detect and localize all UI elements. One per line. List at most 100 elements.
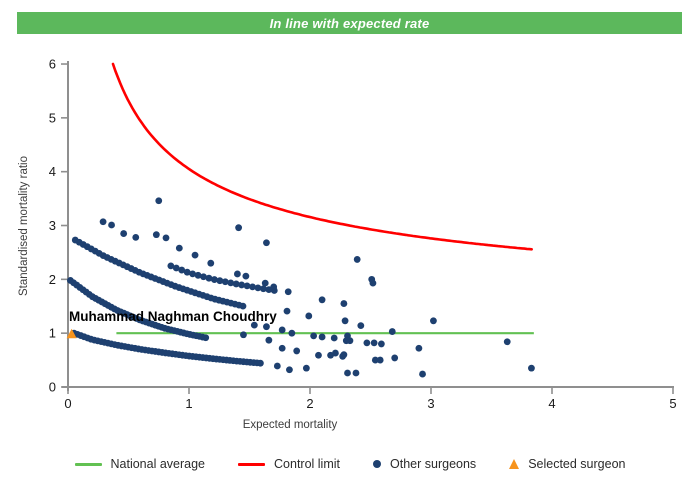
- other-surgeon-point: [284, 288, 292, 296]
- other-surgeon-point: [167, 262, 175, 270]
- other-surgeon-point: [211, 276, 218, 283]
- other-surgeon-point: [256, 359, 264, 367]
- other-surgeon-point: [293, 347, 301, 355]
- other-surgeon-point: [344, 369, 351, 377]
- legend: National average Control limit Other sur…: [0, 457, 700, 471]
- other-surgeon-point: [265, 336, 273, 344]
- control-limit-curve: [111, 62, 533, 251]
- other-surgeon-point: [415, 344, 423, 352]
- other-surgeon-point: [273, 362, 281, 370]
- other-surgeon-point: [260, 285, 267, 293]
- other-surgeon-point: [221, 278, 229, 286]
- other-surgeon-point: [120, 230, 128, 237]
- other-surgeon-point: [194, 271, 202, 279]
- x-tick-label: 4: [548, 396, 555, 411]
- legend-item-selected-surgeon: Selected surgeon: [509, 457, 625, 471]
- other-surgeon-point: [250, 321, 258, 329]
- y-tick-label: 5: [49, 110, 56, 125]
- other-surgeon-point: [261, 279, 269, 287]
- other-surgeon-point: [162, 234, 170, 242]
- other-surgeon-point: [263, 323, 270, 331]
- other-surgeon-point: [240, 331, 247, 339]
- other-surgeon-point: [278, 344, 286, 352]
- other-surgeon-point: [310, 332, 318, 340]
- other-surgeon-point: [288, 329, 296, 337]
- other-surgeon-point: [353, 256, 361, 263]
- other-surgeon-point: [370, 339, 378, 347]
- legend-label: Selected surgeon: [528, 457, 626, 471]
- other-surgeon-point: [346, 337, 354, 345]
- other-surgeon-point: [341, 317, 349, 325]
- other-surgeon-point: [377, 340, 385, 348]
- legend-label: Control limit: [274, 457, 341, 471]
- other-surgeon-point: [357, 322, 365, 330]
- other-surgeon-point: [369, 279, 377, 287]
- other-surgeon-point: [234, 270, 241, 278]
- national-average-line-swatch: [74, 462, 102, 466]
- legend-item-national-average: National average: [74, 457, 206, 471]
- other-surgeon-point: [340, 351, 348, 359]
- y-tick-label: 3: [49, 218, 56, 233]
- control-limit-line-swatch: [238, 462, 266, 466]
- selected-surgeon-label: Muhammad Naghman Choudhry: [69, 309, 277, 324]
- other-surgeon-point: [305, 312, 313, 320]
- legend-item-other-surgeons: Other surgeons: [373, 457, 476, 471]
- other-surgeon-point: [363, 339, 371, 347]
- other-surgeon-point: [235, 224, 243, 232]
- other-surgeon-point: [503, 338, 511, 346]
- other-surgeon-point: [278, 326, 286, 334]
- other-surgeon-point: [243, 282, 251, 290]
- other-surgeon-point: [388, 328, 396, 335]
- other-surgeon-point: [238, 281, 246, 289]
- other-surgeon-point: [430, 317, 437, 325]
- other-surgeon-point: [242, 272, 250, 280]
- x-tick-label: 2: [306, 396, 313, 411]
- other-surgeon-point: [528, 364, 535, 372]
- x-axis-title: Expected mortality: [243, 419, 338, 431]
- other-surgeon-point: [202, 334, 210, 342]
- other-surgeon-point: [108, 221, 115, 229]
- other-surgeon-point: [270, 283, 278, 291]
- other-surgeon-point: [155, 197, 163, 205]
- other-surgeon-point: [183, 268, 191, 276]
- other-surgeon-point: [330, 334, 338, 342]
- other-surgeon-point: [239, 302, 247, 310]
- other-surgeon-point: [302, 364, 310, 372]
- other-surgeon-point: [175, 244, 183, 252]
- y-tick-label: 1: [49, 326, 56, 341]
- other-surgeon-point: [99, 218, 107, 226]
- x-tick-label: 3: [427, 396, 434, 411]
- other-surgeon-point: [371, 356, 379, 364]
- status-banner: In line with expected rate: [17, 12, 682, 34]
- other-surgeon-point: [191, 251, 199, 259]
- other-surgeon-point: [172, 264, 180, 272]
- other-surgeon-point: [340, 300, 348, 307]
- legend-label: National average: [110, 457, 206, 471]
- legend-item-control-limit: Control limit: [238, 457, 340, 471]
- other-surgeon-point: [152, 231, 160, 239]
- selected-surgeon-marker: [66, 328, 77, 339]
- x-tick-label: 1: [185, 396, 192, 411]
- other-surgeon-point: [132, 233, 140, 241]
- other-surgeon-point: [216, 277, 224, 285]
- other-surgeon-point: [189, 270, 197, 278]
- other-surgeon-point: [376, 356, 384, 364]
- other-surgeons-dot-swatch: [373, 460, 382, 468]
- other-surgeon-point: [254, 284, 262, 292]
- other-surgeon-point: [232, 280, 240, 288]
- other-surgeon-point: [207, 259, 215, 267]
- y-tick-label: 4: [49, 164, 56, 179]
- other-surgeon-point: [318, 296, 326, 304]
- x-tick-label: 0: [64, 396, 71, 411]
- other-surgeon-point: [391, 354, 399, 362]
- other-surgeon-point: [419, 370, 426, 378]
- y-tick-label: 6: [49, 57, 56, 72]
- other-surgeon-point: [283, 307, 291, 315]
- y-tick-label: 0: [49, 380, 56, 395]
- other-surgeon-point: [315, 351, 322, 359]
- other-surgeon-point: [286, 366, 293, 374]
- other-surgeon-point: [332, 349, 339, 357]
- y-axis-title: Standardised mortality ratio: [18, 156, 30, 296]
